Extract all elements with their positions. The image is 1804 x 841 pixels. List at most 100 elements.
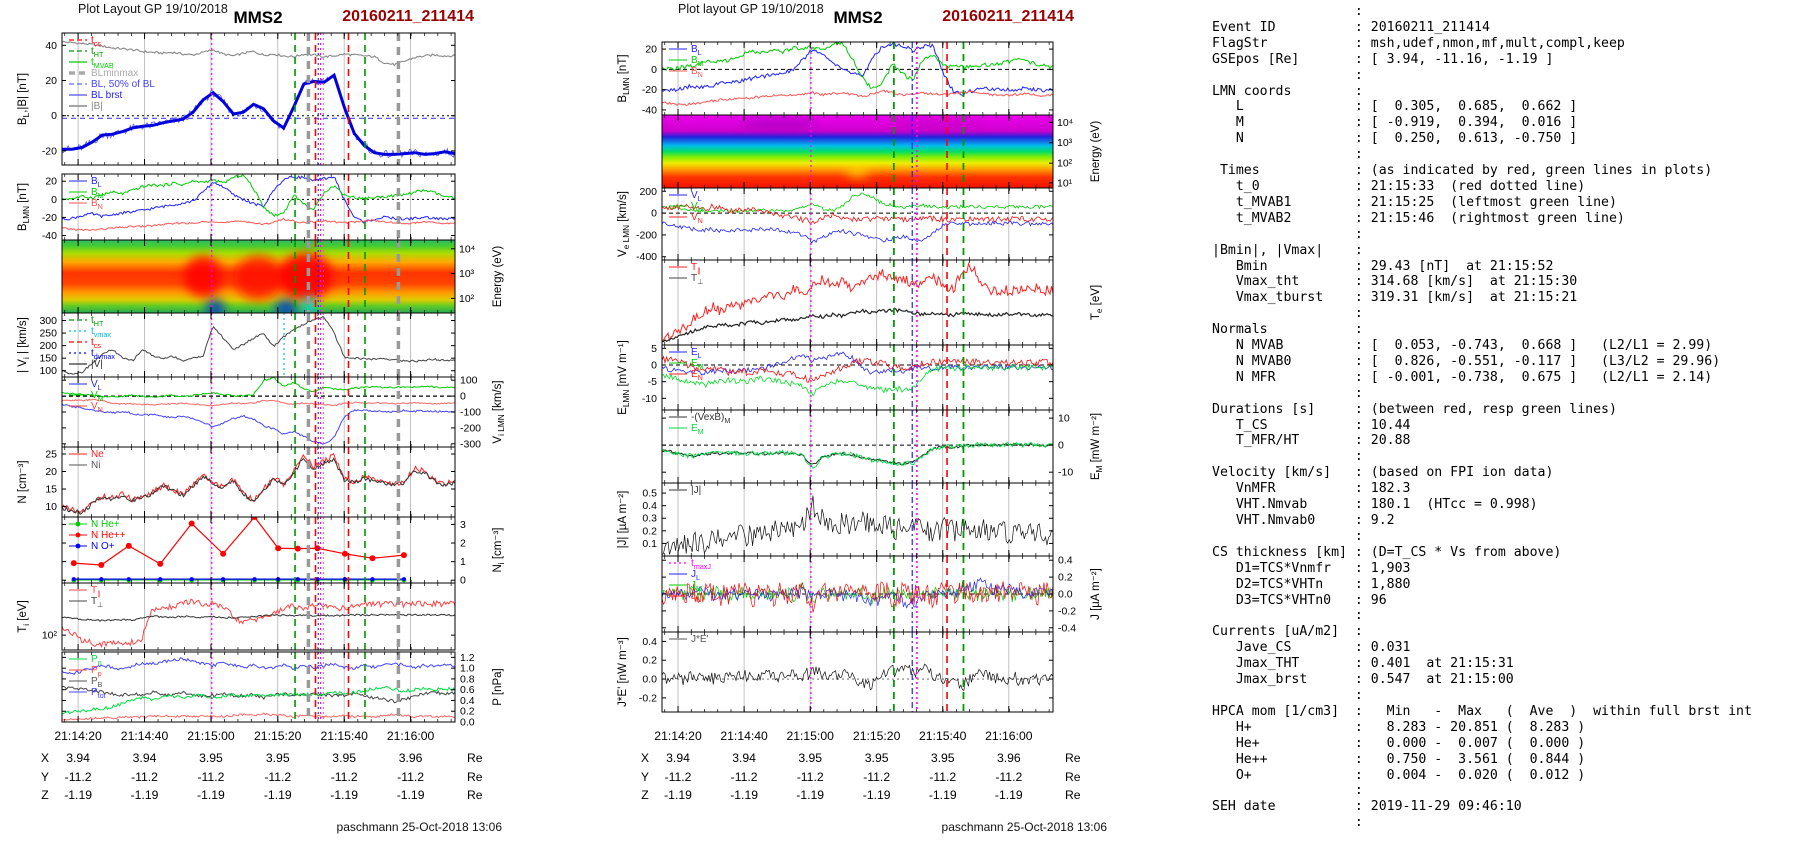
panel-frame <box>661 344 1054 411</box>
axis-label: N O+ <box>91 541 115 552</box>
axis-label: |J| [µA m⁻²] <box>617 491 629 549</box>
axis-label: -11.2 <box>131 770 158 784</box>
panel-middle-5: 10 0 -10 EM [mW m⁻²] -(VexB)MEM <box>661 409 1104 484</box>
axis-label: 21:16:00 <box>387 729 435 743</box>
series-marker <box>295 577 300 582</box>
axis-label: Re <box>1065 788 1081 802</box>
series-B_L <box>62 175 455 224</box>
axis-label: Te [eV] <box>1090 285 1104 320</box>
axis-label: -0.2 <box>1058 605 1076 617</box>
info-line: : <box>1212 385 1363 401</box>
axis-label: 21:14:20 <box>654 729 702 743</box>
axis-label: 300 <box>39 315 57 327</box>
axis-label: Y <box>641 770 649 784</box>
time-axis-middle: 21:14:20 21:14:40 21:15:00 21:15:20 21:15:40… <box>641 729 1081 802</box>
axis-label: 0 <box>460 575 466 587</box>
axis-label: N He++ <box>91 530 126 541</box>
axis-label: -11.2 <box>264 770 291 784</box>
panel-frame <box>61 516 456 584</box>
info-line: D3=TCS*VHTn0 : 96 <box>1212 592 1387 608</box>
series-marker <box>157 560 164 567</box>
axis-label: 21:14:40 <box>720 729 768 743</box>
axis-label: -11.2 <box>863 770 890 784</box>
series-E_L <box>662 351 1053 376</box>
axis-label: 40 <box>45 40 57 52</box>
event-id-left: 20160211_211414 <box>342 8 474 25</box>
axis-label: -40 <box>642 104 657 116</box>
info-line: : <box>1212 815 1363 831</box>
axis-label: 3.95 <box>332 751 356 765</box>
axis-label: | Vi | [km/s] <box>17 317 31 373</box>
axis-label: 2 <box>460 538 466 550</box>
axis-label: VL <box>691 190 702 203</box>
series-marker <box>401 577 406 582</box>
info-line: |Bmin|, |Vmax| : <box>1212 242 1363 258</box>
info-line: N MFR : [ -0.001, -0.738, 0.675 ] (L2/L1… <box>1212 369 1713 385</box>
series-T_perp <box>662 307 1053 343</box>
axis-label: Vi LMN [km/s] <box>492 380 506 443</box>
axis-label: -5 <box>648 376 657 388</box>
panel-frame <box>661 631 1054 713</box>
axis-label: Re <box>467 788 483 802</box>
axis-label: T⊥ <box>691 273 703 286</box>
series-marker <box>400 552 407 559</box>
axis-label: -11.2 <box>731 770 758 784</box>
axis-label: 3.96 <box>997 751 1021 765</box>
series-V_N <box>62 398 455 407</box>
series-B_N <box>62 217 455 232</box>
axis-label: 3.94 <box>133 751 157 765</box>
axis-label: -20 <box>42 212 57 224</box>
spectrogram-blob <box>274 299 298 313</box>
axis-label: -1.19 <box>197 788 225 802</box>
axis-label: VL <box>91 379 102 392</box>
axis-label: -40 <box>42 230 57 242</box>
axis-label: |J| <box>691 485 701 496</box>
info-line: CS thickness [km] : (D=T_CS * Vs from ab… <box>1212 544 1562 560</box>
axis-label: -11.2 <box>65 770 92 784</box>
axis-label: tdvmax <box>91 348 115 361</box>
axis-label: -1.19 <box>131 788 159 802</box>
spectrogram-blob <box>183 256 224 297</box>
axis-label: Re <box>1065 751 1081 765</box>
axis-label: Z <box>641 788 649 802</box>
series-marker <box>189 577 194 582</box>
axis-label: 0.1 <box>642 538 657 550</box>
axis-label: 250 <box>39 328 57 340</box>
axis-label: Energy (eV) <box>1090 121 1102 183</box>
series-BL <box>62 72 455 156</box>
info-line: : <box>1212 449 1363 465</box>
series-J_M <box>662 582 1053 606</box>
axis-label: -11.2 <box>665 770 692 784</box>
axis-label: tcs <box>91 337 101 350</box>
series-marker <box>158 577 163 582</box>
axis-label: VN <box>691 212 703 225</box>
series-V_M <box>662 192 1053 214</box>
info-line: T_CS : 10.44 <box>1212 417 1411 433</box>
info-line: M : [ -0.919, 0.394, 0.016 ] <box>1212 115 1578 131</box>
axis-label: JN <box>691 591 701 604</box>
axis-label: -0.4 <box>1058 622 1076 634</box>
series--(VexB)_M <box>662 442 1053 466</box>
info-line: Times : (as indicated by red, green line… <box>1212 163 1713 179</box>
info-line: He++ : 0.750 - 3.561 ( 0.844 ) <box>1212 751 1586 767</box>
info-line: Jmax_THT : 0.401 at 21:15:31 <box>1212 656 1514 672</box>
axis-label: Re <box>1065 770 1081 784</box>
series-Ne <box>62 452 455 514</box>
axis-label: Ni <box>91 460 100 471</box>
axis-label: 20 <box>45 75 57 87</box>
axis-label: 0 <box>1058 440 1064 452</box>
axis-label: VN <box>91 401 103 414</box>
axis-label: 10⁴ <box>459 243 475 255</box>
axis-label: 0.3 <box>642 513 657 525</box>
axis-label: 200 <box>39 340 57 352</box>
axis-label: BLminmax <box>91 68 138 79</box>
info-line: D1=TCS*Vnmfr : 1,903 <box>1212 560 1411 576</box>
axis-label: 10¹ <box>1057 177 1073 189</box>
